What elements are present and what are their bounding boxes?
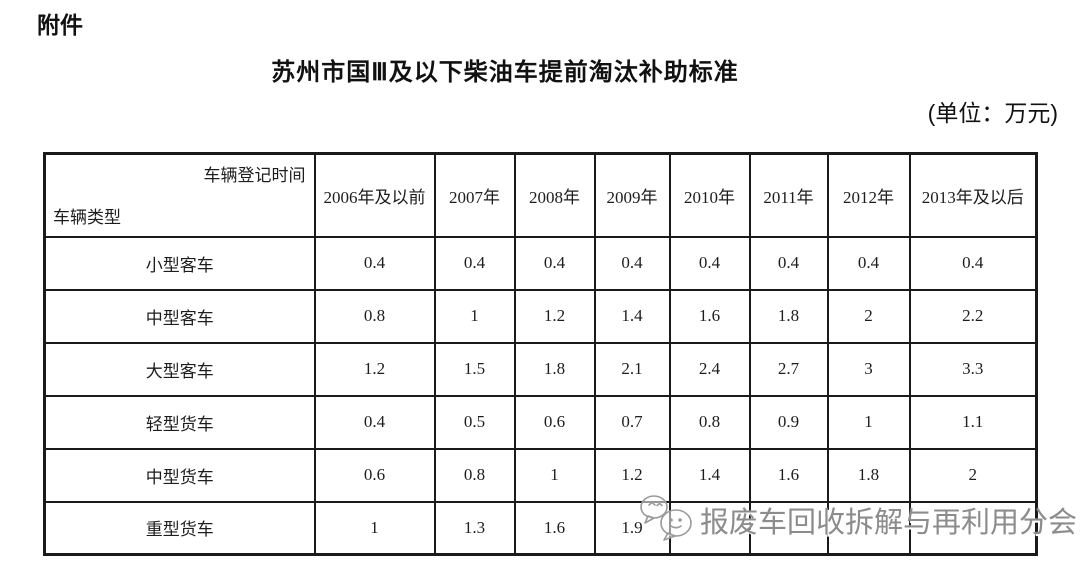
value-cell: 0.4 bbox=[513, 235, 596, 291]
value-cell: 0.6 bbox=[513, 394, 596, 450]
unit-note: (单位：万元) bbox=[927, 100, 1058, 126]
page-title: 苏州市国Ⅲ及以下柴油车提前淘汰补助标准 bbox=[271, 59, 739, 86]
value-cell: 0.8 bbox=[668, 394, 751, 450]
corner-label-registration-time: 车辆登记时间 bbox=[203, 166, 306, 185]
column-header-2010: 2010年 bbox=[668, 152, 751, 238]
value-cell: 1.9 bbox=[593, 500, 671, 556]
column-header-2008: 2008年 bbox=[513, 152, 596, 238]
value-cell: 1.4 bbox=[668, 447, 751, 503]
value-cell: 0.4 bbox=[826, 235, 911, 291]
value-cell bbox=[908, 500, 1038, 556]
value-cell: 1.2 bbox=[313, 341, 436, 397]
value-cell: 1.2 bbox=[513, 288, 596, 344]
value-cell: 0.4 bbox=[908, 235, 1038, 291]
column-header-2007: 2007年 bbox=[433, 152, 516, 238]
value-cell: 1.2 bbox=[593, 447, 671, 503]
table-row: 大型客车 1.2 1.5 1.8 2.1 2.4 2.7 3 3.3 bbox=[43, 341, 1038, 397]
value-cell: 0.4 bbox=[593, 235, 671, 291]
table-row: 轻型货车 0.4 0.5 0.6 0.7 0.8 0.9 1 1.1 bbox=[43, 394, 1038, 450]
value-cell bbox=[826, 500, 911, 556]
value-cell: 1.8 bbox=[748, 288, 829, 344]
value-cell: 3.3 bbox=[908, 341, 1038, 397]
value-cell: 0.4 bbox=[313, 394, 436, 450]
value-cell: 1 bbox=[513, 447, 596, 503]
value-cell bbox=[748, 500, 829, 556]
row-label-cell: 轻型货车 bbox=[43, 394, 316, 450]
value-cell: 0.7 bbox=[593, 394, 671, 450]
value-cell: 0.4 bbox=[433, 235, 516, 291]
column-header-2006: 2006年及以前 bbox=[313, 152, 436, 238]
value-cell: 0.4 bbox=[668, 235, 751, 291]
attachment-label: 附件 bbox=[37, 12, 83, 38]
value-cell: 2.7 bbox=[748, 341, 829, 397]
table-header-row: 车辆登记时间 车辆类型 2006年及以前 2007年 2008年 2009年 2… bbox=[43, 152, 1038, 238]
value-cell: 1.8 bbox=[513, 341, 596, 397]
value-cell: 1.1 bbox=[908, 394, 1038, 450]
row-label-cell: 小型客车 bbox=[43, 235, 316, 291]
value-cell: 2.2 bbox=[908, 288, 1038, 344]
value-cell: 1.3 bbox=[433, 500, 516, 556]
value-cell: 1 bbox=[313, 500, 436, 556]
value-cell: 2.1 bbox=[593, 341, 671, 397]
table-row: 中型客车 0.8 1 1.2 1.4 1.6 1.8 2 2.2 bbox=[43, 288, 1038, 344]
subsidy-table: 车辆登记时间 车辆类型 2006年及以前 2007年 2008年 2009年 2… bbox=[43, 152, 1038, 556]
value-cell: 1.4 bbox=[593, 288, 671, 344]
value-cell: 2.4 bbox=[668, 341, 751, 397]
value-cell: 1.6 bbox=[748, 447, 829, 503]
value-cell: 2 bbox=[826, 288, 911, 344]
value-cell: 1.5 bbox=[433, 341, 516, 397]
row-label-cell: 中型货车 bbox=[43, 447, 316, 503]
value-cell: 0.9 bbox=[748, 394, 829, 450]
value-cell: 0.4 bbox=[313, 235, 436, 291]
value-cell: 1.8 bbox=[826, 447, 911, 503]
corner-label-vehicle-type: 车辆类型 bbox=[53, 207, 121, 227]
column-header-2011: 2011年 bbox=[748, 152, 829, 238]
table-body: 小型客车 0.4 0.4 0.4 0.4 0.4 0.4 0.4 0.4 中型客车 0.8 1 1.2 1… bbox=[43, 235, 1038, 556]
column-header-2012: 2012年 bbox=[826, 152, 911, 238]
row-label-cell: 中型客车 bbox=[43, 288, 316, 344]
value-cell: 0.5 bbox=[433, 394, 516, 450]
value-cell: 0.4 bbox=[748, 235, 829, 291]
column-header-2009: 2009年 bbox=[593, 152, 671, 238]
row-label-cell: 大型客车 bbox=[43, 341, 316, 397]
value-cell: 3 bbox=[826, 341, 911, 397]
column-header-2013: 2013年及以后 bbox=[908, 152, 1038, 238]
corner-header-cell: 车辆登记时间 车辆类型 bbox=[43, 152, 316, 238]
value-cell: 1 bbox=[826, 394, 911, 450]
value-cell: 1.6 bbox=[513, 500, 596, 556]
table-row: 中型货车 0.6 0.8 1 1.2 1.4 1.6 1.8 2 bbox=[43, 447, 1038, 503]
value-cell: 0.6 bbox=[313, 447, 436, 503]
value-cell: 2 bbox=[908, 447, 1038, 503]
table-row: 重型货车 1 1.3 1.6 1.9 bbox=[43, 500, 1038, 556]
row-label-cell: 重型货车 bbox=[43, 500, 316, 556]
value-cell: 1.6 bbox=[668, 288, 751, 344]
value-cell: 0.8 bbox=[433, 447, 516, 503]
value-cell: 1 bbox=[433, 288, 516, 344]
value-cell: 0.8 bbox=[313, 288, 436, 344]
table-row: 小型客车 0.4 0.4 0.4 0.4 0.4 0.4 0.4 0.4 bbox=[43, 235, 1038, 291]
value-cell bbox=[668, 500, 751, 556]
